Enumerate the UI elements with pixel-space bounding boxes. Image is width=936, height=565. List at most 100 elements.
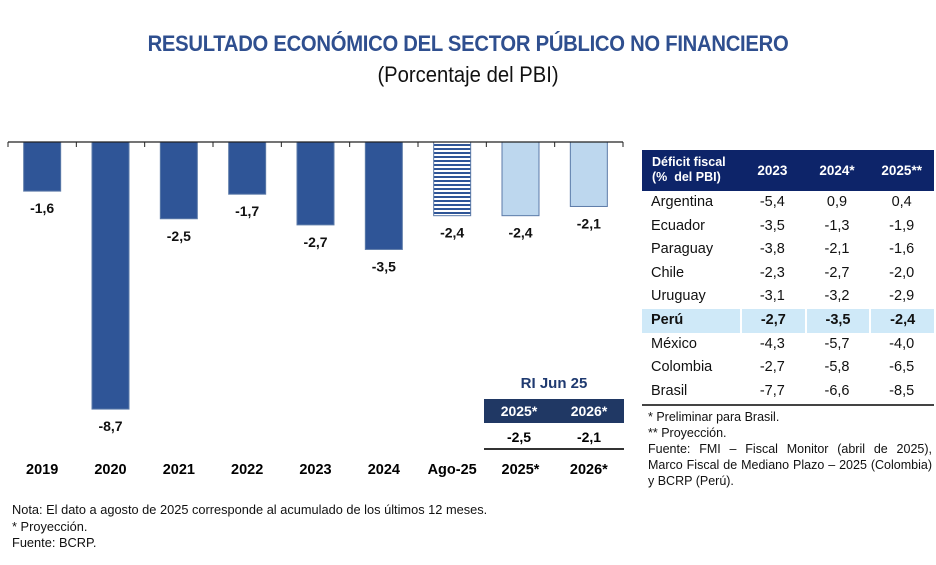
value-cell: -2,1: [824, 241, 850, 258]
bar-2022: [228, 141, 267, 195]
bar-2025: [501, 141, 540, 217]
chart-subtitle: (Porcentaje del PBI): [377, 62, 559, 87]
table-notes: * Preliminar para Brasil. ** Proyección.…: [648, 409, 932, 489]
country-cell: Brasil: [651, 382, 688, 399]
column-header: 2023: [757, 163, 788, 178]
value-cell: -2,3: [759, 264, 785, 281]
ri-col-header: 2025*: [500, 403, 538, 419]
column-header: 2024*: [819, 163, 855, 178]
bar-value-label: -1,6: [30, 200, 54, 216]
bar-2020: [91, 141, 130, 410]
country-cell: México: [651, 335, 697, 352]
ri-box-header: 2025* 2026*: [484, 399, 624, 423]
chart-title: RESULTADO ECONÓMICO DEL SECTOR PÚBLICO N…: [147, 31, 789, 56]
table-row: Ecuador -3,5 -1,3 -1,9: [642, 215, 934, 239]
value-cell: -6,5: [889, 359, 915, 376]
country-cell: Paraguay: [651, 241, 714, 258]
table-note: * Preliminar para Brasil.: [648, 410, 780, 424]
bar-value-label: -8,7: [98, 418, 122, 434]
value-cell: -1,9: [889, 217, 915, 234]
ri-value: -2,5: [506, 429, 532, 445]
value-cell: -5,4: [759, 194, 785, 210]
table-header: Déficit fiscal (% del PBI) 2023 2024* 20…: [642, 150, 934, 191]
bar-2021: [159, 141, 198, 220]
table-row: Paraguay -3,8 -2,1 -1,6: [642, 238, 934, 262]
category-label: 2019: [26, 462, 58, 478]
table-row: Brasil -7,7 -6,6 -8,5: [642, 380, 934, 404]
country-cell: Perú: [642, 308, 740, 333]
footer-source: Fuente: BCRP.: [12, 535, 97, 550]
value-cell: -3,5: [759, 217, 785, 234]
axis-ticks: [7, 142, 624, 147]
bar-ago25: [433, 141, 472, 217]
value-cell: -6,6: [824, 382, 850, 399]
bars-layer: [23, 141, 608, 410]
value-cell: -3,1: [759, 288, 785, 305]
value-cell: -7,7: [759, 382, 785, 399]
country-cell: Ecuador: [651, 217, 706, 234]
category-label: 2026*: [570, 462, 608, 478]
value-cell: -5,8: [824, 359, 850, 376]
bar-2019: [23, 141, 62, 192]
value-cell: -3,8: [759, 241, 785, 258]
column-header: 2025**: [881, 163, 922, 178]
value-cell: 0,9: [826, 194, 848, 210]
ri-value: -2,1: [576, 429, 602, 445]
value-cell: -3,5: [806, 308, 870, 333]
fiscal-deficit-table: Déficit fiscal (% del PBI) 2023 2024* 20…: [642, 150, 935, 407]
category-label: 2025*: [502, 462, 540, 478]
bar-value-label: -3,5: [372, 258, 396, 274]
table-row: Chile -2,3 -2,7 -2,0: [642, 262, 934, 286]
table-row: Uruguay -3,1 -3,2 -2,9: [642, 285, 934, 309]
value-cell: -2,7: [824, 264, 850, 281]
ri-col-header: 2026*: [570, 403, 608, 419]
value-cell: -2,9: [889, 288, 915, 305]
table-header-label: Déficit fiscal (% del PBI): [642, 150, 740, 191]
bar-value-label: -2,4: [508, 225, 532, 241]
table-row: Colombia -2,7 -5,8 -6,5: [642, 356, 934, 380]
table-source: Fuente: FMI – Fiscal Monitor (abril de 2…: [648, 442, 932, 488]
value-cell: -2,4: [871, 308, 935, 333]
ri-box-title: RI Jun 25: [520, 375, 588, 392]
header-label-line2: (% del PBI): [652, 170, 721, 184]
value-cell: -8,5: [889, 382, 915, 399]
category-label: 2021: [163, 462, 195, 478]
value-cell: -2,7: [742, 308, 805, 333]
bar-value-label: -2,5: [167, 228, 191, 244]
value-cell: -4,0: [889, 335, 915, 352]
table-bottom-rule: [642, 404, 934, 407]
bar-value-label: -1,7: [235, 203, 259, 219]
value-cell: 0,4: [891, 194, 912, 210]
value-cell: -3,2: [824, 288, 850, 305]
value-cell: -1,3: [824, 217, 850, 234]
bar-2023: [296, 141, 335, 226]
value-labels: -1,6 -8,7 -2,5 -1,7 -2,7 -3,5 -2,4 -2,4 -2,1: [30, 200, 601, 434]
category-label: 2024: [368, 462, 400, 478]
value-cell: -4,3: [759, 335, 785, 352]
country-cell: Uruguay: [651, 288, 706, 305]
bar-value-label: -2,4: [440, 225, 464, 241]
bar-chart: -1,6 -8,7 -2,5 -1,7 -2,7 -3,5 -2,4 -2,4 -2,1 201…: [7, 141, 624, 478]
category-labels: 2019 2020 2021 2022 2023 2024 Ago-25 2025* 2026*: [26, 462, 608, 478]
bar-value-label: -2,1: [577, 215, 601, 231]
footer-note: Nota: El dato a agosto de 2025 correspon…: [12, 502, 488, 517]
header-label-line1: Déficit fiscal: [652, 155, 726, 169]
table-row-highlighted: Perú -2,7 -3,5 -2,4: [642, 308, 935, 333]
value-cell: -1,6: [889, 241, 915, 258]
footer-notes: Nota: El dato a agosto de 2025 correspon…: [12, 502, 487, 552]
category-label: 2023: [299, 462, 331, 478]
value-cell: -2,0: [889, 264, 915, 281]
table-row: Argentina -5,4 0,9 0,4: [642, 191, 934, 215]
bar-value-label: -2,7: [303, 234, 327, 250]
category-label: Ago-25: [428, 462, 477, 478]
country-cell: Argentina: [651, 194, 714, 210]
value-cell: -2,7: [759, 359, 785, 376]
ri-box-values: -2,5 -2,1: [484, 426, 624, 450]
bar-2026: [569, 141, 608, 207]
footer-note: * Proyección.: [12, 518, 88, 534]
country-cell: Colombia: [651, 359, 713, 376]
table-row: México -4,3 -5,7 -4,0: [642, 333, 934, 357]
table-note: ** Proyección.: [648, 426, 727, 440]
table-body: Argentina -5,4 0,9 0,4 Ecuador -3,5 -1,3 -1,9 Pa…: [642, 191, 935, 404]
country-cell: Chile: [651, 264, 685, 281]
